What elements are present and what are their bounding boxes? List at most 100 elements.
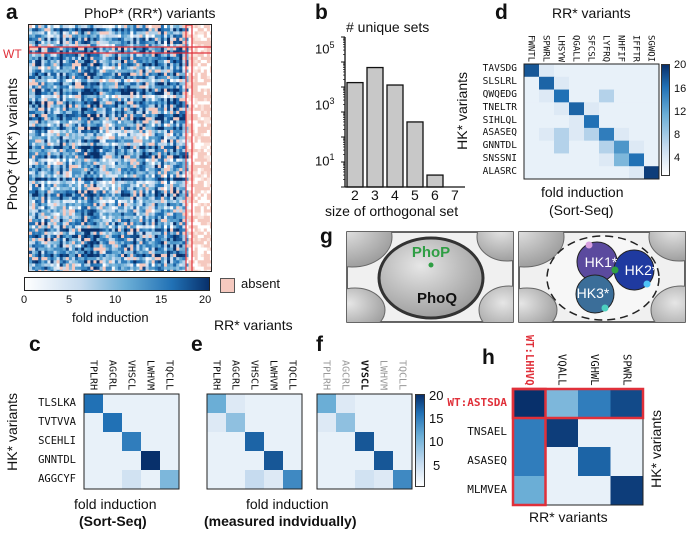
heatmap-cell	[96, 228, 100, 232]
heatmap-cell	[136, 91, 140, 96]
heatmap-cell	[121, 50, 125, 54]
heatmap-cell	[127, 171, 131, 175]
heatmap-cell	[136, 104, 140, 108]
heatmap-cell	[644, 140, 660, 154]
heatmap-cell	[59, 241, 64, 245]
heatmap-cell	[130, 212, 134, 217]
heatmap-cell	[99, 31, 103, 35]
heatmap-cell	[81, 59, 85, 64]
heatmap-cell	[139, 250, 143, 255]
heatmap-cell	[170, 82, 174, 86]
heatmap-cell	[121, 139, 125, 143]
heatmap-cell	[41, 53, 45, 58]
heatmap-cell	[117, 120, 122, 124]
heatmap-cell	[44, 241, 48, 245]
heatmap-cell	[194, 180, 198, 185]
heatmap-cell	[209, 250, 211, 255]
heatmap-cell	[47, 82, 51, 86]
heatmap-cell	[93, 164, 97, 169]
heatmap-cell	[133, 53, 137, 58]
heatmap-cell	[163, 253, 168, 258]
heatmap-cell	[160, 218, 165, 223]
heatmap-cell	[56, 199, 60, 204]
heatmap-cell	[179, 91, 183, 96]
heatmap-cell	[124, 190, 128, 194]
heatmap-cell	[41, 161, 45, 166]
heatmap-cell	[114, 164, 119, 169]
heatmap-cell	[65, 145, 70, 150]
heatmap-cell	[200, 174, 205, 178]
heatmap-cell	[62, 263, 67, 267]
heatmap-cell	[93, 177, 97, 182]
heatmap-cell	[160, 228, 165, 232]
heatmap-cell	[44, 98, 48, 102]
heatmap-cell	[173, 161, 177, 166]
heatmap-cell	[68, 82, 73, 86]
heatmap-cell	[117, 263, 122, 267]
heatmap-cell	[145, 94, 149, 99]
heatmap-cell	[197, 231, 202, 236]
heatmap-cell	[59, 158, 64, 163]
heatmap-cell	[102, 183, 106, 188]
heatmap-cell	[139, 120, 143, 124]
heatmap-cell	[133, 136, 137, 140]
heatmap-cell	[90, 25, 94, 29]
heatmap-cell	[163, 263, 168, 267]
heatmap-cell	[145, 98, 149, 102]
heatmap-cell	[176, 31, 180, 35]
heatmap-cell	[117, 69, 122, 73]
heatmap-cell	[145, 145, 149, 150]
heatmap-cell	[117, 155, 122, 159]
heatmap-cell	[130, 168, 134, 172]
heatmap-cell	[185, 171, 189, 175]
heatmap-cell	[93, 253, 97, 258]
heatmap-cell	[142, 44, 146, 48]
heatmap-cell	[99, 66, 103, 70]
heatmap-cell	[108, 133, 113, 137]
heatmap-cell	[191, 253, 195, 258]
heatmap-cell	[194, 72, 198, 77]
heatmap-cell	[154, 50, 159, 54]
heatmap-cell	[524, 89, 540, 103]
heatmap-cell	[62, 50, 67, 54]
heatmap-cell	[124, 98, 128, 102]
heatmap-cell	[41, 244, 45, 248]
heatmap-cell	[185, 114, 189, 118]
heatmap-cell	[96, 158, 100, 163]
heatmap-cell	[44, 142, 48, 147]
heatmap-cell	[148, 196, 152, 201]
heatmap-cell	[145, 183, 149, 188]
heatmap-cell	[68, 180, 73, 185]
heatmap-cell	[50, 231, 54, 236]
heatmap-cell	[32, 139, 36, 143]
heatmap-cell	[197, 152, 202, 156]
heatmap-cell	[163, 250, 168, 255]
heatmap-cell	[179, 50, 183, 54]
heatmap-cell	[182, 247, 186, 252]
heatmap-cell	[142, 260, 146, 264]
heatmap-cell	[71, 218, 76, 223]
heatmap-cell	[29, 228, 33, 232]
panel-c-heatmap	[83, 393, 180, 490]
heatmap-cell	[59, 212, 64, 217]
heatmap-cell	[111, 110, 116, 115]
heatmap-cell	[50, 123, 54, 128]
heatmap-cell	[90, 257, 94, 261]
heatmap-cell	[173, 79, 177, 83]
heatmap-cell	[154, 107, 159, 112]
heatmap-cell	[163, 82, 168, 86]
heatmap-cell	[136, 215, 140, 220]
heatmap-cell	[160, 94, 165, 99]
heatmap-cell	[38, 174, 42, 178]
heatmap-cell	[151, 79, 156, 83]
heatmap-cell	[167, 82, 171, 86]
heatmap-cell	[32, 244, 36, 248]
heatmap-cell	[62, 59, 67, 64]
heatmap-cell	[56, 72, 60, 77]
heatmap-cell	[139, 40, 143, 45]
heatmap-cell	[35, 161, 39, 166]
heatmap-cell	[197, 50, 202, 54]
heatmap-cell	[121, 228, 125, 232]
heatmap-cell	[122, 413, 142, 433]
heatmap-cell	[117, 193, 122, 197]
